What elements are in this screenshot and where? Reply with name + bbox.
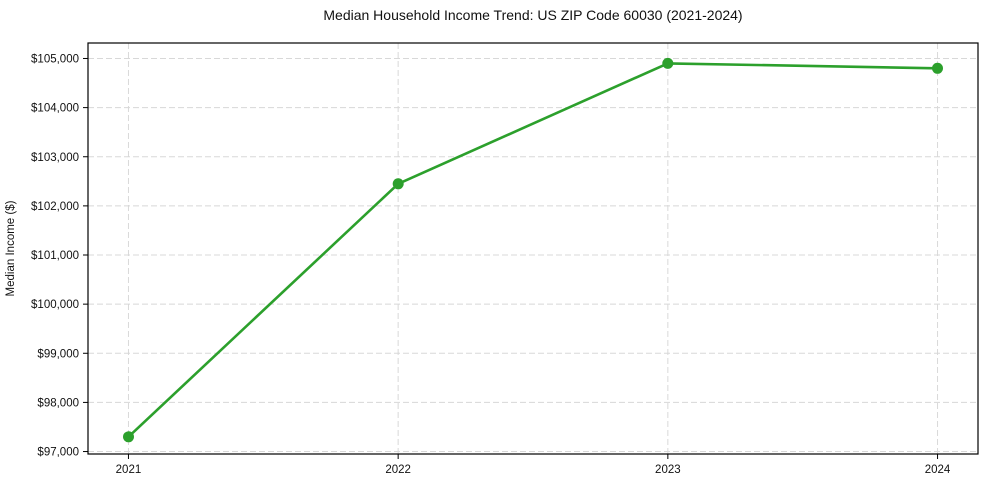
y-tick-label: $103,000 [31,152,79,164]
x-tick-label: 2024 [925,464,951,476]
data-point-2024 [932,62,943,74]
y-tick-label: $99,000 [37,348,79,360]
data-point-2023 [662,57,674,69]
data-point-2022 [392,178,404,190]
y-tick-label: $104,000 [31,103,79,115]
y-tick-label: $102,000 [31,201,79,213]
plot-border [87,42,979,455]
y-tick-label: $100,000 [31,299,79,311]
x-tick-label: 2021 [116,464,142,476]
x-tick-label: 2023 [655,464,681,476]
y-tick-label: $101,000 [31,250,79,262]
y-tick-label: $98,000 [37,397,79,409]
y-tick-label: $97,000 [37,447,79,459]
chart-title: Median Household Income Trend: US ZIP Co… [323,7,743,23]
x-tick-label: 2022 [385,464,411,476]
data-point-2021 [123,431,134,443]
y-axis-title: Median Income ($) [5,200,17,296]
trend-line [127,62,939,439]
y-tick-label: $105,000 [31,54,79,66]
